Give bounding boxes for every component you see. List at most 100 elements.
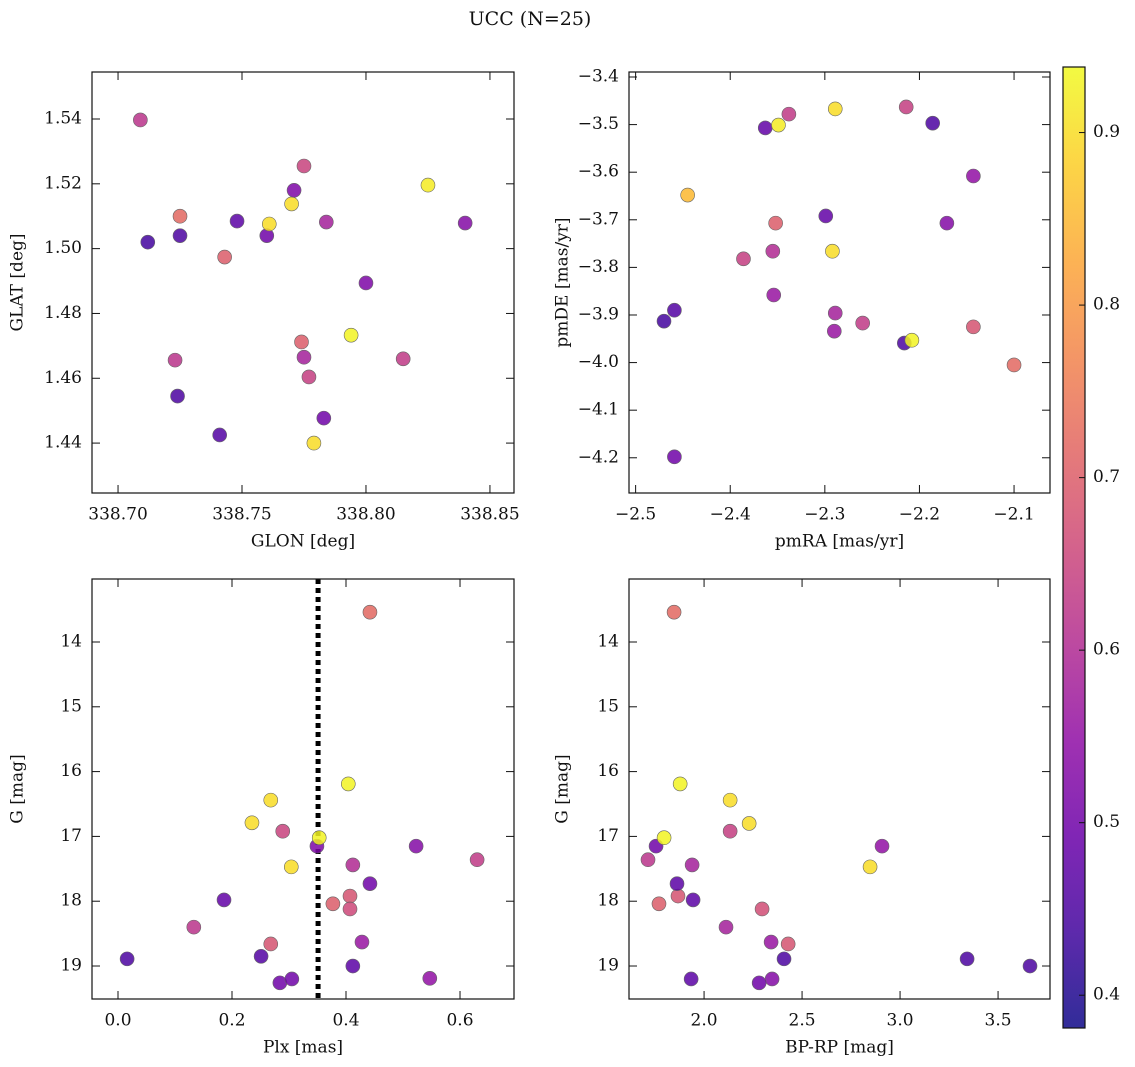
point xyxy=(296,158,312,174)
x-tick-label: 2.5 xyxy=(789,1011,816,1031)
point xyxy=(342,888,358,904)
point xyxy=(768,215,783,231)
point xyxy=(651,896,667,912)
x-tick-label: −2.1 xyxy=(993,505,1034,525)
colorbar-tick-label: 0.7 xyxy=(1093,467,1120,487)
point xyxy=(766,287,782,303)
point xyxy=(818,208,834,224)
x-tick-label: 2.0 xyxy=(691,1011,718,1031)
point xyxy=(170,388,185,404)
x-tick-label: 338.75 xyxy=(212,505,271,525)
point xyxy=(140,234,156,250)
point xyxy=(827,101,843,117)
point xyxy=(855,315,870,331)
x-tick-label: 0.4 xyxy=(332,1011,359,1031)
point xyxy=(457,215,473,231)
point xyxy=(741,816,757,831)
point xyxy=(319,214,334,230)
point xyxy=(757,120,773,136)
plot-frame xyxy=(91,578,515,1000)
figure-title: UCC (N=25) xyxy=(469,8,592,30)
point xyxy=(898,99,914,115)
point xyxy=(261,216,277,232)
x-tick-label: 3.0 xyxy=(887,1011,914,1031)
point xyxy=(395,351,411,367)
point xyxy=(959,951,975,967)
colorbar-tick-label: 0.6 xyxy=(1093,640,1120,660)
point xyxy=(656,313,672,329)
point xyxy=(229,213,245,229)
y-tick-label: −3.7 xyxy=(578,209,619,229)
point xyxy=(667,302,682,318)
y-tick-label: −4.1 xyxy=(578,400,619,420)
point xyxy=(212,427,227,443)
y-tick-label: 17 xyxy=(60,826,82,846)
colorbar-tick-label: 0.9 xyxy=(1093,122,1120,142)
point xyxy=(362,604,378,620)
point xyxy=(1006,357,1022,373)
y-tick-label: −3.4 xyxy=(578,66,619,86)
x-tick-label: 338.80 xyxy=(336,505,395,525)
point xyxy=(294,334,309,350)
point xyxy=(284,971,300,987)
point xyxy=(469,852,485,868)
y-tick-label: 1.52 xyxy=(44,173,82,193)
point xyxy=(754,901,770,917)
colorbar-tick-label: 0.4 xyxy=(1093,985,1120,1005)
y-tick-label: 15 xyxy=(597,696,619,716)
y-axis-label: G [mag] xyxy=(553,754,573,823)
point xyxy=(667,449,682,465)
y-tick-label: −3.6 xyxy=(578,162,619,182)
y-tick-label: −3.8 xyxy=(578,257,619,277)
point xyxy=(343,327,359,343)
point xyxy=(1022,958,1038,974)
point xyxy=(408,838,424,854)
point xyxy=(672,776,688,792)
point xyxy=(781,106,797,122)
x-tick-label: 0.6 xyxy=(446,1011,473,1031)
point xyxy=(296,349,312,365)
point xyxy=(776,951,792,967)
colorbar xyxy=(1062,66,1086,1029)
colorbar-tick-label: 0.5 xyxy=(1093,812,1120,832)
point xyxy=(217,249,232,265)
y-axis-label: G [mag] xyxy=(8,754,28,823)
point xyxy=(362,876,378,892)
point xyxy=(827,305,843,321)
point xyxy=(342,901,358,917)
point xyxy=(684,857,700,873)
point xyxy=(722,792,738,808)
point xyxy=(172,208,188,224)
plot-frame xyxy=(628,71,1051,494)
x-tick-label: 3.5 xyxy=(985,1011,1012,1031)
y-tick-label: 17 xyxy=(597,826,619,846)
point xyxy=(275,823,291,839)
point xyxy=(825,243,840,259)
point xyxy=(133,112,148,128)
y-tick-label: 18 xyxy=(60,891,82,911)
point xyxy=(874,838,890,854)
point xyxy=(771,117,786,133)
point xyxy=(284,196,299,212)
point xyxy=(925,115,940,131)
point xyxy=(683,971,699,987)
point xyxy=(680,187,695,203)
point xyxy=(263,936,279,952)
y-axis-label: pmDE [mas/yr] xyxy=(553,217,573,347)
y-tick-label: 1.48 xyxy=(44,303,82,323)
y-tick-label: −3.9 xyxy=(578,304,619,324)
point xyxy=(763,934,779,950)
x-axis-label: BP-RP [mag] xyxy=(785,1038,894,1058)
point xyxy=(306,435,322,451)
point xyxy=(751,975,767,991)
y-tick-label: 14 xyxy=(60,631,82,651)
point xyxy=(669,876,685,892)
y-tick-label: 1.54 xyxy=(44,108,82,128)
y-tick-label: 15 xyxy=(60,696,82,716)
point xyxy=(718,919,734,935)
point xyxy=(216,892,232,908)
y-tick-label: 1.44 xyxy=(44,433,82,453)
point xyxy=(186,919,202,935)
point xyxy=(722,823,738,839)
y-tick-label: 16 xyxy=(60,761,82,781)
